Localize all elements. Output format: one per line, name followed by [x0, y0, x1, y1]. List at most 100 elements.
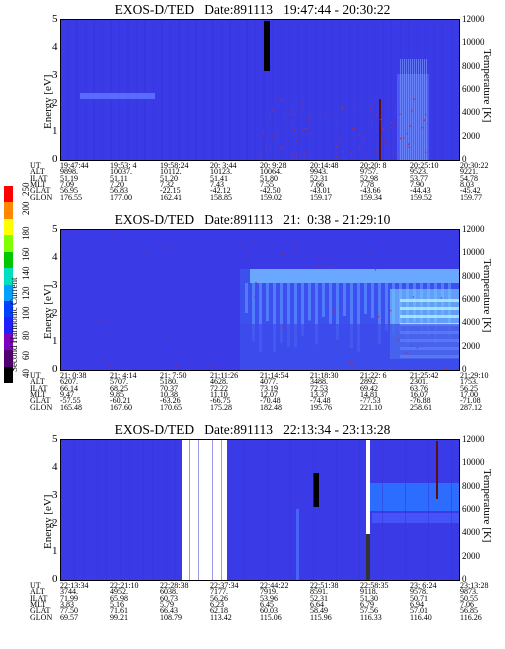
ephemeris-value: -77.53 — [360, 396, 381, 406]
ephemeris-value: 4628. — [210, 377, 228, 387]
ephemeris-value: 13.37 — [310, 389, 328, 399]
y2-tick-label: 0 — [462, 363, 467, 374]
ephemeris-value: 69.57 — [60, 612, 78, 622]
ephemeris-value: 51.41 — [210, 173, 228, 183]
ephemeris-value: 69.42 — [360, 383, 378, 393]
y2-tick-label: 2000 — [462, 130, 480, 141]
ephemeris-row-label: GLAT — [30, 186, 51, 196]
ephemeris-value: 20: 3:44 — [210, 161, 237, 170]
ephemeris-value: 65.98 — [110, 593, 128, 603]
ephemeris-value: 70.37 — [160, 383, 178, 393]
ephemeris-value: 9118. — [360, 587, 378, 597]
ephemeris-value: 51.19 — [60, 173, 78, 183]
ephemeris-value: 11.10 — [210, 389, 228, 399]
ephemeris-value: 51.20 — [160, 173, 178, 183]
y2-tick-label: 8000 — [462, 60, 480, 71]
ephemeris-value: 5180. — [160, 377, 178, 387]
y-tick-label: 2 — [52, 307, 58, 319]
ephemeris-value: 56.95 — [60, 186, 78, 196]
panel-2-spectrogram — [60, 229, 460, 371]
ephemeris-value: 22:58:35 — [360, 581, 389, 590]
ephemeris-row-label: ALT — [30, 377, 45, 387]
ephemeris-value: 7177. — [210, 587, 228, 597]
panel-3-spectrogram — [60, 439, 460, 581]
ephemeris-value: 2301. — [410, 377, 428, 387]
colorbar-tick: 120 — [21, 286, 31, 301]
ephemeris-value: 21:25:42 — [410, 371, 439, 380]
ephemeris-value: 56.83 — [110, 186, 128, 196]
ephemeris-value: 71.61 — [110, 606, 128, 616]
ephemeris-row-label: UT — [30, 581, 41, 590]
ephemeris-value: 73.19 — [260, 383, 278, 393]
ephemeris-row-label: ALT — [30, 167, 45, 177]
colorbar-swatch — [4, 202, 13, 220]
colorbar-swatch — [4, 284, 13, 302]
ephemeris-value: -42.50 — [260, 186, 281, 196]
ephemeris-value: 20:20: 8 — [360, 161, 387, 170]
colorbar-tick: 60 — [21, 351, 31, 360]
ephemeris-value: 6.94 — [410, 599, 424, 609]
y2-tick-label: 2000 — [462, 340, 480, 351]
y-tick-label: 0 — [52, 363, 58, 375]
ephemeris-value: 14.81 — [360, 389, 378, 399]
y2-tick-label: 6000 — [462, 293, 480, 304]
ephemeris-value: 258.61 — [410, 402, 432, 412]
y2-tick-label: 10000 — [462, 457, 485, 468]
ephemeris-value: 56.85 — [460, 606, 478, 616]
y2-tick-label: 6000 — [462, 503, 480, 514]
y-tick-label: 4 — [52, 461, 58, 473]
ephemeris-value: 6038. — [160, 587, 178, 597]
ephemeris-value: -60.21 — [110, 396, 131, 406]
ephemeris-value: 115.06 — [260, 612, 282, 622]
ephemeris-row-label: MLT — [30, 389, 47, 399]
ephemeris-value: 8591. — [310, 587, 328, 597]
colorbar-swatch — [4, 186, 13, 203]
y2-tick-label: 4000 — [462, 107, 480, 118]
ephemeris-value: -70.48 — [260, 396, 281, 406]
ephemeris-value: 7.43 — [210, 179, 224, 189]
panel-3-title: EXOS-D/TED Date:891113 22:13:34 - 23:13:… — [114, 422, 391, 437]
ephemeris-value: 60.73 — [160, 593, 178, 603]
y-tick-label: 2 — [52, 97, 58, 109]
ephemeris-value: 182.48 — [260, 402, 282, 412]
ephemeris-value: -63.26 — [160, 396, 181, 406]
ephemeris-row-label: MLT — [30, 599, 47, 609]
ephemeris-value: 22:37:34 — [210, 581, 239, 590]
ephemeris-value: 21:11:26 — [210, 371, 239, 380]
ephemeris-value: 5.16 — [110, 599, 124, 609]
y-tick-label: 4 — [52, 41, 58, 53]
ephemeris-value: 7.06 — [460, 599, 474, 609]
colorbar-swatch — [4, 268, 13, 285]
ephemeris-value: 162.41 — [160, 192, 182, 202]
ephemeris-value: 159.77 — [460, 192, 482, 202]
ephemeris-value: 22:28:38 — [160, 581, 189, 590]
y2-tick-label: 8000 — [462, 480, 480, 491]
ephemeris-value: 5.79 — [160, 599, 174, 609]
ephemeris-value: 116.40 — [410, 612, 432, 622]
ephemeris-value: 108.79 — [160, 612, 182, 622]
ephemeris-value: 9578. — [410, 587, 428, 597]
ephemeris-value: 3.83 — [60, 599, 74, 609]
colorbar-swatch — [4, 235, 13, 253]
ephemeris-value: 20:30:22 — [460, 161, 489, 170]
ephemeris-value: 77.50 — [60, 606, 78, 616]
ephemeris-value: 72.53 — [310, 383, 328, 393]
colorbar-swatch — [4, 333, 13, 351]
ephemeris-value: 7.09 — [60, 179, 74, 189]
colorbar-tick: 100 — [21, 306, 31, 321]
ephemeris-value: 167.60 — [110, 402, 132, 412]
y-tick-label: 3 — [52, 69, 58, 81]
ephemeris-row-label: ALT — [30, 587, 45, 597]
y2-tick-label: 12000 — [462, 14, 485, 24]
ephemeris-value: 21: 7:50 — [160, 371, 187, 380]
panel-1-spectrogram — [60, 19, 460, 161]
ephemeris-row-label: GLON — [30, 402, 53, 412]
ephemeris-value: 20:14:48 — [310, 161, 339, 170]
y2-tick-label: 4000 — [462, 527, 480, 538]
ephemeris-value: 23: 6:24 — [410, 581, 437, 590]
ephemeris-value: 9.85 — [110, 389, 124, 399]
ephemeris-value: 170.65 — [160, 402, 182, 412]
ephemeris-value: 7.20 — [110, 179, 124, 189]
ephemeris-value: 9.47 — [60, 389, 74, 399]
ephemeris-value: 57.01 — [410, 606, 428, 616]
